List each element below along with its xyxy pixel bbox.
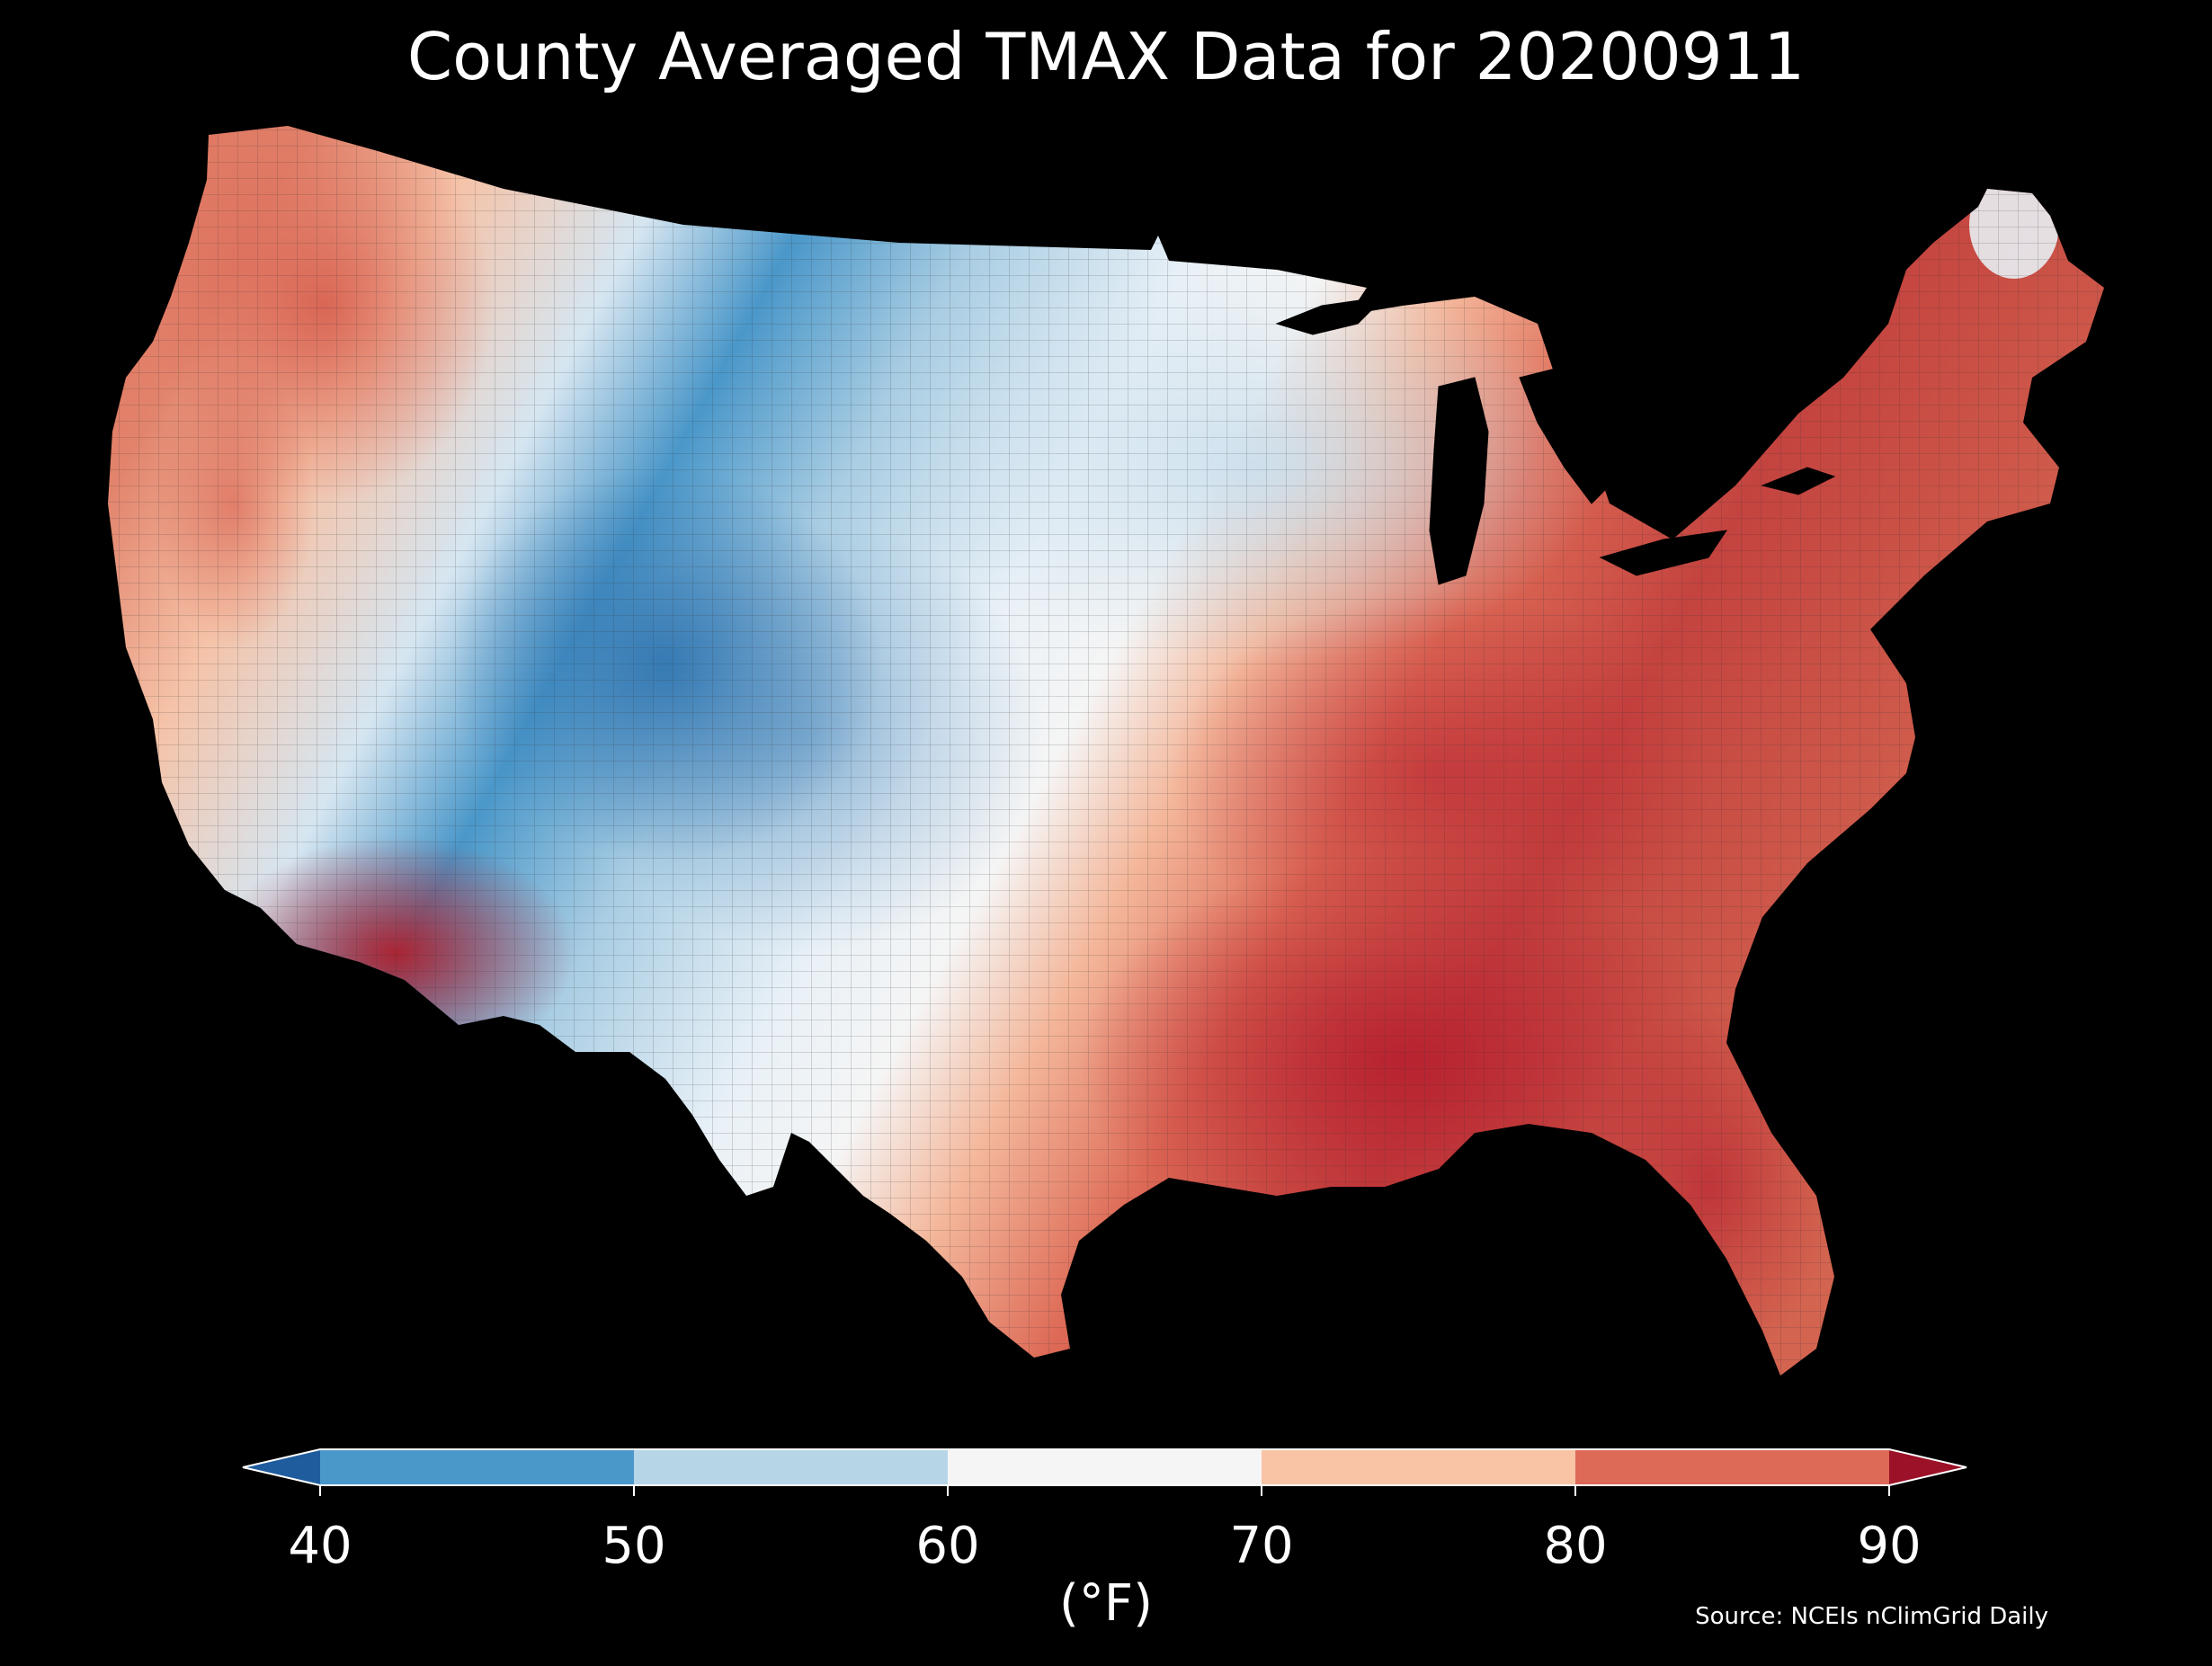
map-title: County Averaged TMAX Data for 20200911 <box>406 19 1806 94</box>
colorbar-tick-label: 40 <box>288 1517 352 1575</box>
colorbar-tick-label: 50 <box>602 1517 666 1575</box>
great-lakes <box>1275 296 1836 585</box>
colorbar-segment <box>1575 1449 1889 1485</box>
colorbar-tick-label: 90 <box>1857 1517 1922 1575</box>
colorbar-tick-label: 70 <box>1229 1517 1294 1575</box>
colorbar-unit-label: (°F) <box>1059 1574 1153 1633</box>
colorbar-tick-label: 80 <box>1543 1517 1608 1575</box>
colorbar-extend-low <box>243 1449 320 1485</box>
colorbar <box>242 1448 1967 1496</box>
source-credit: Source: NCEIs nClimGrid Daily <box>1695 1603 2048 1630</box>
colorbar-segment <box>1262 1449 1575 1485</box>
colorbar-segment <box>634 1449 948 1485</box>
choropleth-layer <box>108 126 2104 1376</box>
colorbar-segment <box>948 1449 1262 1485</box>
colorbar-segment <box>320 1449 634 1485</box>
colorbar-extend-high <box>1889 1449 1967 1485</box>
colorbar-tick-label: 60 <box>915 1517 980 1575</box>
